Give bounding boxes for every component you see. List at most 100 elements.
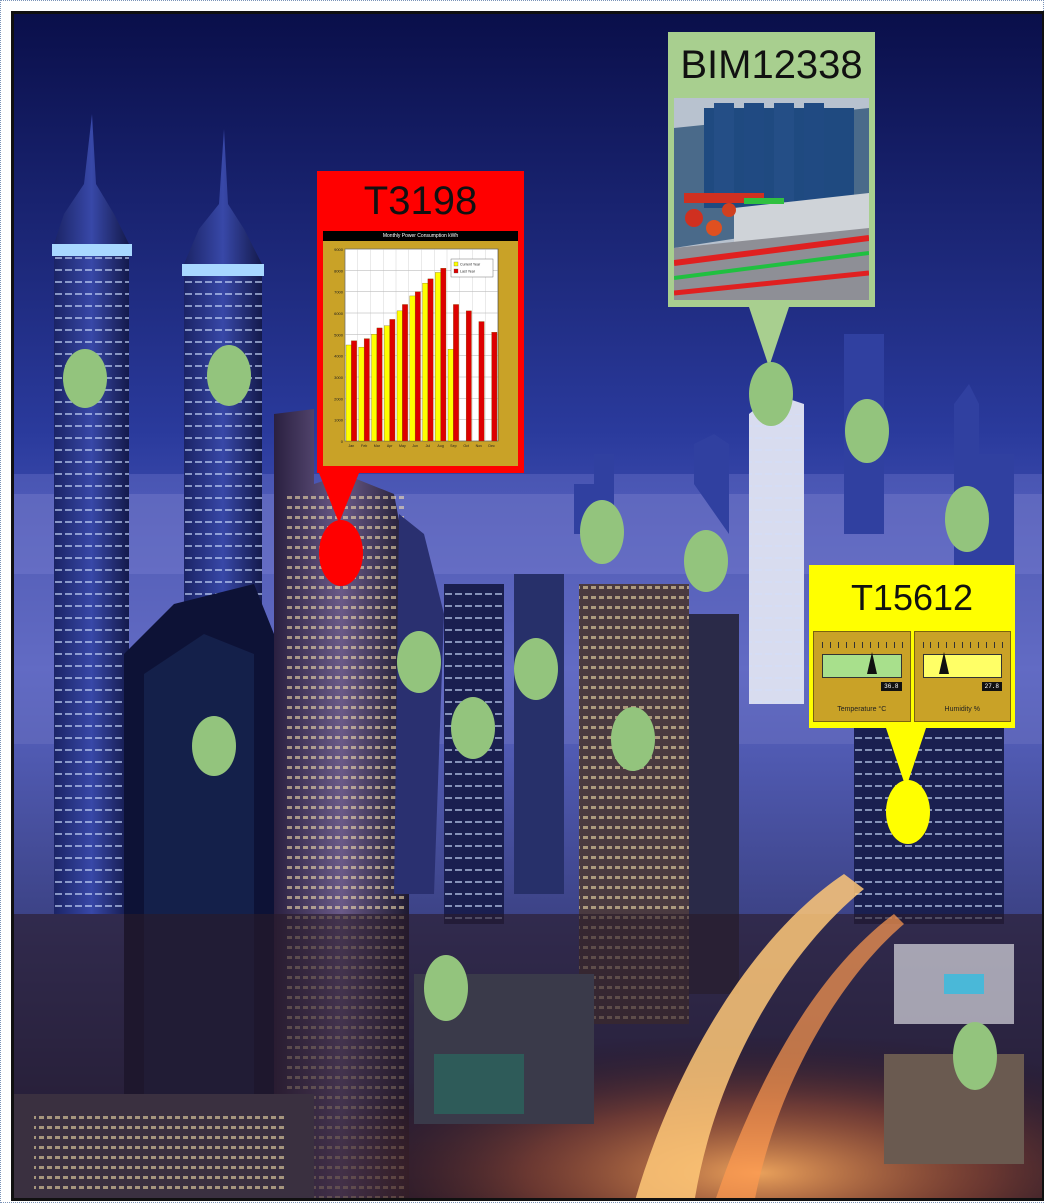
sensor-marker[interactable] <box>451 697 495 759</box>
gauge-tick <box>930 642 932 648</box>
x-tick-label: May <box>399 444 406 448</box>
callout-title: T3198 <box>363 179 478 223</box>
bar <box>371 334 378 442</box>
bar <box>358 346 365 442</box>
y-tick-label: 7000 <box>334 290 344 295</box>
gauge-tick <box>1002 642 1003 648</box>
y-tick-label: 0 <box>341 439 344 444</box>
bar <box>409 295 416 442</box>
y-tick-label: 5000 <box>334 332 344 337</box>
gauge-tick <box>938 642 940 648</box>
y-tick-label: 9000 <box>334 247 344 252</box>
bar <box>402 304 408 442</box>
legend-swatch <box>453 261 459 267</box>
gauge-tick <box>970 642 972 648</box>
y-tick-label: 4000 <box>334 354 344 359</box>
gauge-label: Temperature °C <box>837 706 887 713</box>
y-tick-label: 2000 <box>334 396 344 401</box>
gauge-tick <box>869 642 871 648</box>
bim-render <box>674 98 869 300</box>
chart-title: Monthly Power Consumption kWh <box>323 231 518 241</box>
gauge-tick <box>861 642 863 648</box>
gauge-tick <box>837 642 839 648</box>
sensor-marker[interactable] <box>953 1022 997 1090</box>
sensor-marker[interactable] <box>684 530 728 592</box>
bar <box>414 291 421 442</box>
bim-callout-pointer <box>749 307 789 367</box>
gauge-ticks <box>822 642 903 650</box>
humidity-gauge: 27.8 Humidity % <box>913 631 1011 722</box>
gauge-tick <box>885 642 887 648</box>
legend-label: Current Year <box>460 263 481 267</box>
gauge-needle <box>939 652 950 674</box>
power-consumption-chart: 0 1000 2000 3000 4000 5000 6000 7000 8000 9000 Jan… <box>334 247 499 448</box>
sensor-marker[interactable] <box>207 345 251 406</box>
gauge-ticks <box>922 642 1003 650</box>
gauge-scale <box>922 654 1002 678</box>
x-tick-label: Nov <box>476 444 483 448</box>
y-tick-label: 3000 <box>334 375 344 380</box>
bar <box>376 327 383 442</box>
sensor-marker[interactable] <box>845 399 889 463</box>
gauge-tick <box>829 642 831 648</box>
sensor-marker[interactable] <box>514 638 558 700</box>
x-tick-label: Apr <box>387 444 393 448</box>
sensor-marker[interactable] <box>424 955 468 1021</box>
bar <box>389 319 396 442</box>
bar <box>427 278 434 442</box>
callout-title: T15612 <box>850 577 974 618</box>
callout-title: BIM12338 <box>680 43 863 87</box>
gauge-tick <box>822 642 823 648</box>
legend-label: Last Year <box>460 270 476 274</box>
x-tick-label: Dec <box>488 444 495 448</box>
bar <box>384 325 390 442</box>
bar <box>345 344 352 442</box>
gauge-needle <box>866 652 877 674</box>
alert-marker-yellow[interactable] <box>886 780 930 844</box>
callout-t3198[interactable]: T3198 Monthly Power Consumption kWh 0 100… <box>317 171 524 473</box>
bar <box>396 310 403 442</box>
gauge-tick <box>962 642 964 648</box>
y-tick-label: 1000 <box>334 418 344 423</box>
y-tick-label: 8000 <box>334 268 344 273</box>
x-tick-label: Jun <box>412 444 418 448</box>
bar <box>447 349 454 442</box>
gauge-tick <box>978 642 980 648</box>
gauge-tick <box>986 642 988 648</box>
gauge-tick <box>845 642 847 648</box>
x-tick-label: Mar <box>374 444 381 448</box>
bar <box>422 282 429 442</box>
bar <box>478 321 485 442</box>
sensor-marker[interactable] <box>192 716 236 776</box>
gauge-readout: 36.8 <box>881 682 902 691</box>
bar <box>465 310 472 442</box>
sensor-marker[interactable] <box>945 486 989 552</box>
temperature-gauge: 36.8 Temperature °C <box>813 631 911 722</box>
alert-marker-red[interactable] <box>319 520 363 586</box>
t15612-callout-pointer <box>886 728 926 788</box>
sensor-marker[interactable] <box>611 707 655 771</box>
gauge-tick <box>954 642 956 648</box>
sensor-marker[interactable] <box>63 349 107 408</box>
callout-bim12338[interactable]: BIM12338 <box>668 32 875 307</box>
sensor-marker[interactable] <box>580 500 624 564</box>
bar <box>435 272 441 442</box>
x-tick-label: Oct <box>463 444 469 448</box>
gauge-tick <box>901 642 903 648</box>
bar <box>491 332 498 442</box>
gauge-tick <box>994 642 996 648</box>
bim-marker[interactable] <box>749 362 793 426</box>
sensor-marker[interactable] <box>397 631 441 693</box>
gauge-tick <box>877 642 879 648</box>
bar <box>351 340 357 442</box>
gauge-panel: 36.8 Temperature °C 27.8 Humidity % <box>813 631 1011 722</box>
callout-t15612[interactable]: T15612 36.8 Temperature °C 27.8 Humidity… <box>809 565 1015 728</box>
gauge-tick <box>946 642 948 648</box>
gauge-tick <box>922 642 924 648</box>
bar <box>453 304 459 442</box>
gauge-readout: 27.8 <box>981 682 1002 691</box>
bar <box>363 338 370 442</box>
x-tick-label: Feb <box>361 444 367 448</box>
gauge-label: Humidity % <box>944 706 980 713</box>
